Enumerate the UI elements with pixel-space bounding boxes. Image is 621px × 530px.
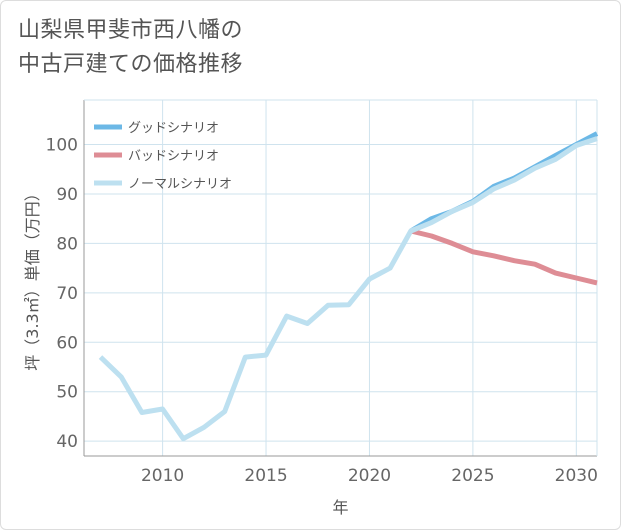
y-tick-label: 100 (46, 136, 78, 156)
plot-area (84, 100, 597, 456)
y-tick-label: 80 (56, 234, 78, 254)
y-tick-label: 50 (56, 383, 78, 403)
y-tick-label: 40 (56, 432, 78, 452)
y-tick-label: 60 (56, 333, 78, 353)
x-tick-label: 2020 (348, 466, 391, 486)
x-tick-label: 2010 (141, 466, 184, 486)
x-axis-title: 年 (332, 498, 348, 517)
x-tick-label: 2015 (244, 466, 287, 486)
series-line-2 (410, 228, 598, 286)
axes: 2010 2015 2020 2025 2030 40 50 60 70 80 90 100 (46, 99, 598, 486)
series-line-3 (98, 136, 598, 442)
legend-label: ノーマルシナリオ (128, 177, 232, 192)
legend-label: グッドシナリオ (128, 121, 219, 136)
y-axis-title: 坪（3.3㎡）単価（万円） (23, 185, 42, 370)
legend-label: バッドシナリオ (128, 149, 219, 164)
series-lines (98, 131, 599, 442)
grid-lines (84, 100, 597, 456)
y-tick-label: 90 (56, 185, 78, 205)
chart-title: 山梨県甲斐市西八幡の 中古戸建ての価格推移 (18, 18, 244, 77)
y-tick-label: 70 (56, 284, 78, 304)
x-tick-label: 2025 (451, 466, 494, 486)
x-tick-label: 2030 (555, 466, 598, 486)
